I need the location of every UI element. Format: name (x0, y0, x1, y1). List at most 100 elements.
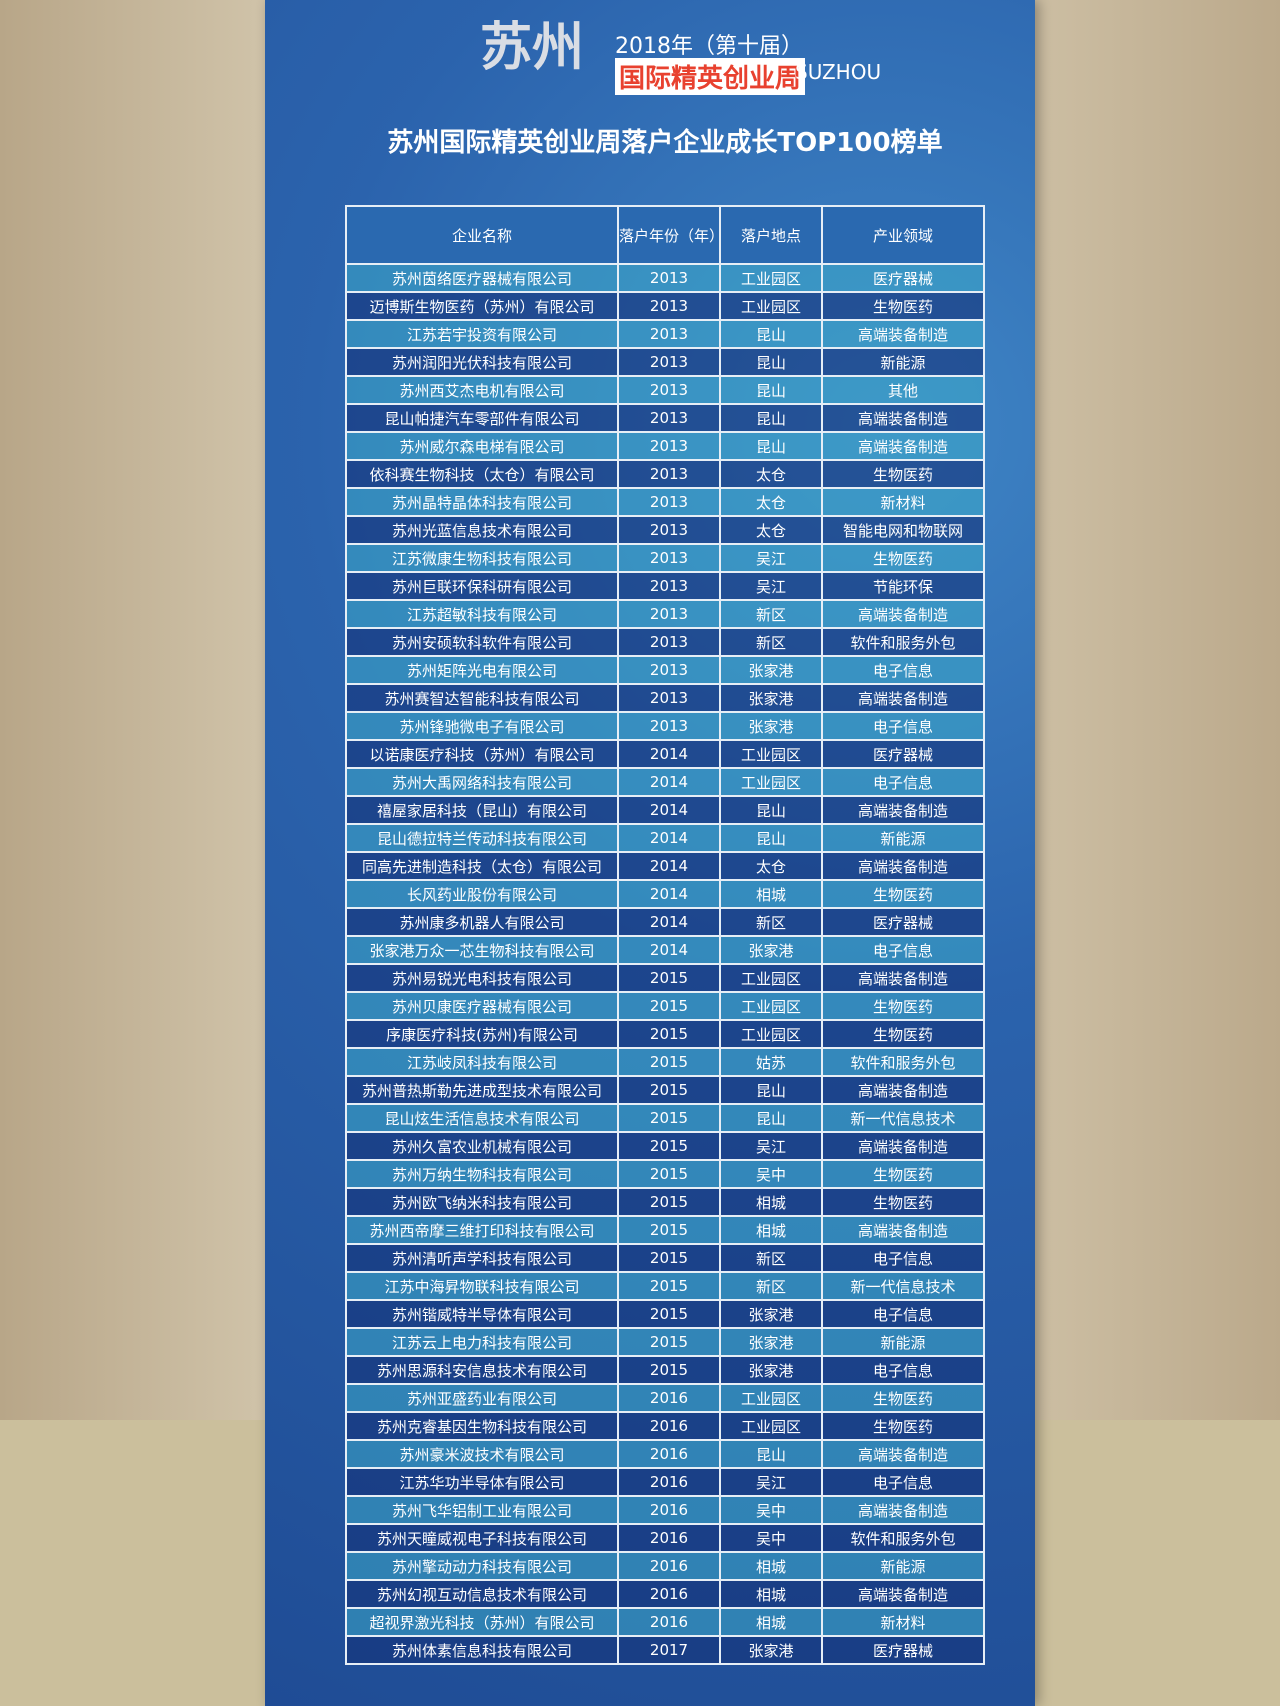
table-cell: 苏州幻视互动信息技术有限公司 (345, 1579, 619, 1609)
table-row: 依科赛生物科技（太仓）有限公司 2013 太仓 生物医药 (345, 459, 985, 489)
english-name: SUZHOU (795, 60, 882, 84)
table-cell: 苏州锋驰微电子有限公司 (345, 711, 619, 741)
banner: 苏州 2018年（第十届） 国际精英创业周 SUZHOU 苏州国际精英创业周落户… (265, 0, 1035, 1706)
table-cell: 相城 (719, 1215, 823, 1245)
table-cell: 2015 (617, 1131, 721, 1161)
table-cell: 节能环保 (821, 571, 985, 601)
table-cell: 苏州西帝摩三维打印科技有限公司 (345, 1215, 619, 1245)
table-cell: 医疗器械 (821, 739, 985, 769)
table-cell: 生物医药 (821, 459, 985, 489)
table-cell: 苏州贝康医疗器械有限公司 (345, 991, 619, 1021)
table-cell: 苏州光蓝信息技术有限公司 (345, 515, 619, 545)
table-row: 苏州西艾杰电机有限公司 2013 昆山 其他 (345, 375, 985, 405)
table-cell: 吴中 (719, 1159, 823, 1189)
table-cell: 电子信息 (821, 655, 985, 685)
table-row: 同高先进制造科技（太仓）有限公司 2014 太仓 高端装备制造 (345, 851, 985, 881)
table-row: 江苏岐凤科技有限公司 2015 姑苏 软件和服务外包 (345, 1047, 985, 1077)
table-cell: 昆山德拉特兰传动科技有限公司 (345, 823, 619, 853)
table-cell: 电子信息 (821, 1243, 985, 1273)
table-cell: 医疗器械 (821, 907, 985, 937)
table-cell: 生物医药 (821, 1383, 985, 1413)
table-row: 苏州巨联环保科研有限公司 2013 吴江 节能环保 (345, 571, 985, 601)
table-cell: 新能源 (821, 347, 985, 377)
table-cell: 2016 (617, 1551, 721, 1581)
table-cell: 苏州茵络医疗器械有限公司 (345, 263, 619, 293)
table-cell: 2014 (617, 767, 721, 797)
table-cell: 软件和服务外包 (821, 1523, 985, 1553)
table-row: 苏州晶特晶体科技有限公司 2013 太仓 新材料 (345, 487, 985, 517)
table-cell: 新能源 (821, 1551, 985, 1581)
table-row: 江苏华功半导体有限公司 2016 吴江 电子信息 (345, 1467, 985, 1497)
table-cell: 姑苏 (719, 1047, 823, 1077)
table-row: 苏州光蓝信息技术有限公司 2013 太仓 智能电网和物联网 (345, 515, 985, 545)
table-cell: 相城 (719, 1579, 823, 1609)
table-cell: 2015 (617, 1159, 721, 1189)
table-cell: 高端装备制造 (821, 1075, 985, 1105)
table-cell: 2013 (617, 291, 721, 321)
table-cell: 2015 (617, 991, 721, 1021)
table-cell: 苏州克睿基因生物科技有限公司 (345, 1411, 619, 1441)
table-cell: 2013 (617, 683, 721, 713)
table-cell: 苏州擎动动力科技有限公司 (345, 1551, 619, 1581)
table-cell: 吴中 (719, 1523, 823, 1553)
table-row: 苏州普热斯勒先进成型技术有限公司 2015 昆山 高端装备制造 (345, 1075, 985, 1105)
table-cell: 苏州久富农业机械有限公司 (345, 1131, 619, 1161)
table-cell: 新材料 (821, 1607, 985, 1637)
title: 苏州国际精英创业周落户企业成长TOP100榜单 (387, 128, 943, 158)
table-cell: 2014 (617, 851, 721, 881)
table-cell: 其他 (821, 375, 985, 405)
table-row: 苏州欧飞纳米科技有限公司 2015 相城 生物医药 (345, 1187, 985, 1217)
table-row: 苏州思源科安信息技术有限公司 2015 张家港 电子信息 (345, 1355, 985, 1385)
table-cell: 张家港 (719, 1355, 823, 1385)
table-cell: 生物医药 (821, 543, 985, 573)
column-header: 产业领域 (821, 205, 985, 265)
table-cell: 太仓 (719, 487, 823, 517)
table-row: 苏州亚盛药业有限公司 2016 工业园区 生物医药 (345, 1383, 985, 1413)
table-cell: 苏州普热斯勒先进成型技术有限公司 (345, 1075, 619, 1105)
table-cell: 工业园区 (719, 963, 823, 993)
column-header: 落户年份（年） (617, 205, 724, 265)
table-cell: 2014 (617, 935, 721, 965)
table-cell: 生物医药 (821, 879, 985, 909)
table-row: 苏州体素信息科技有限公司 2017 张家港 医疗器械 (345, 1635, 985, 1665)
table-cell: 同高先进制造科技（太仓）有限公司 (345, 851, 619, 881)
table-cell: 工业园区 (719, 767, 823, 797)
table-cell: 苏州康多机器人有限公司 (345, 907, 619, 937)
table-cell: 昆山帕捷汽车零部件有限公司 (345, 403, 619, 433)
table-cell: 苏州欧飞纳米科技有限公司 (345, 1187, 619, 1217)
table-cell: 2014 (617, 739, 721, 769)
table-row: 苏州万纳生物科技有限公司 2015 吴中 生物医药 (345, 1159, 985, 1189)
table-cell: 张家港 (719, 655, 823, 685)
table-row: 昆山德拉特兰传动科技有限公司 2014 昆山 新能源 (345, 823, 985, 853)
table-cell: 生物医药 (821, 291, 985, 321)
header-row: 企业名称 落户年份（年） 落户地点 产业领域 (345, 205, 985, 265)
table-cell: 2013 (617, 571, 721, 601)
table-cell: 电子信息 (821, 711, 985, 741)
table-row: 苏州天瞳威视电子科技有限公司 2016 吴中 软件和服务外包 (345, 1523, 985, 1553)
table-cell: 工业园区 (719, 291, 823, 321)
table-cell: 高端装备制造 (821, 1215, 985, 1245)
table-cell: 工业园区 (719, 1383, 823, 1413)
table-cell: 苏州润阳光伏科技有限公司 (345, 347, 619, 377)
table-row: 江苏中海昇物联科技有限公司 2015 新区 新一代信息技术 (345, 1271, 985, 1301)
table-cell: 2016 (617, 1495, 721, 1525)
table-cell: 苏州锴威特半导体有限公司 (345, 1299, 619, 1329)
table-cell: 2013 (617, 431, 721, 461)
table-cell: 以诺康医疗科技（苏州）有限公司 (345, 739, 619, 769)
table-cell: 2016 (617, 1439, 721, 1469)
table-row: 长风药业股份有限公司 2014 相城 生物医药 (345, 879, 985, 909)
table-row: 苏州锋驰微电子有限公司 2013 张家港 电子信息 (345, 711, 985, 741)
table-cell: 依科赛生物科技（太仓）有限公司 (345, 459, 619, 489)
table-cell: 高端装备制造 (821, 431, 985, 461)
table-cell: 高端装备制造 (821, 319, 985, 349)
table-row: 苏州矩阵光电有限公司 2013 张家港 电子信息 (345, 655, 985, 685)
table-row: 江苏微康生物科技有限公司 2013 吴江 生物医药 (345, 543, 985, 573)
table-cell: 相城 (719, 1607, 823, 1637)
table-cell: 2014 (617, 907, 721, 937)
table-cell: 昆山 (719, 347, 823, 377)
table-cell: 生物医药 (821, 1019, 985, 1049)
table-cell: 昆山 (719, 431, 823, 461)
table-row: 以诺康医疗科技（苏州）有限公司 2014 工业园区 医疗器械 (345, 739, 985, 769)
table-cell: 2014 (617, 823, 721, 853)
